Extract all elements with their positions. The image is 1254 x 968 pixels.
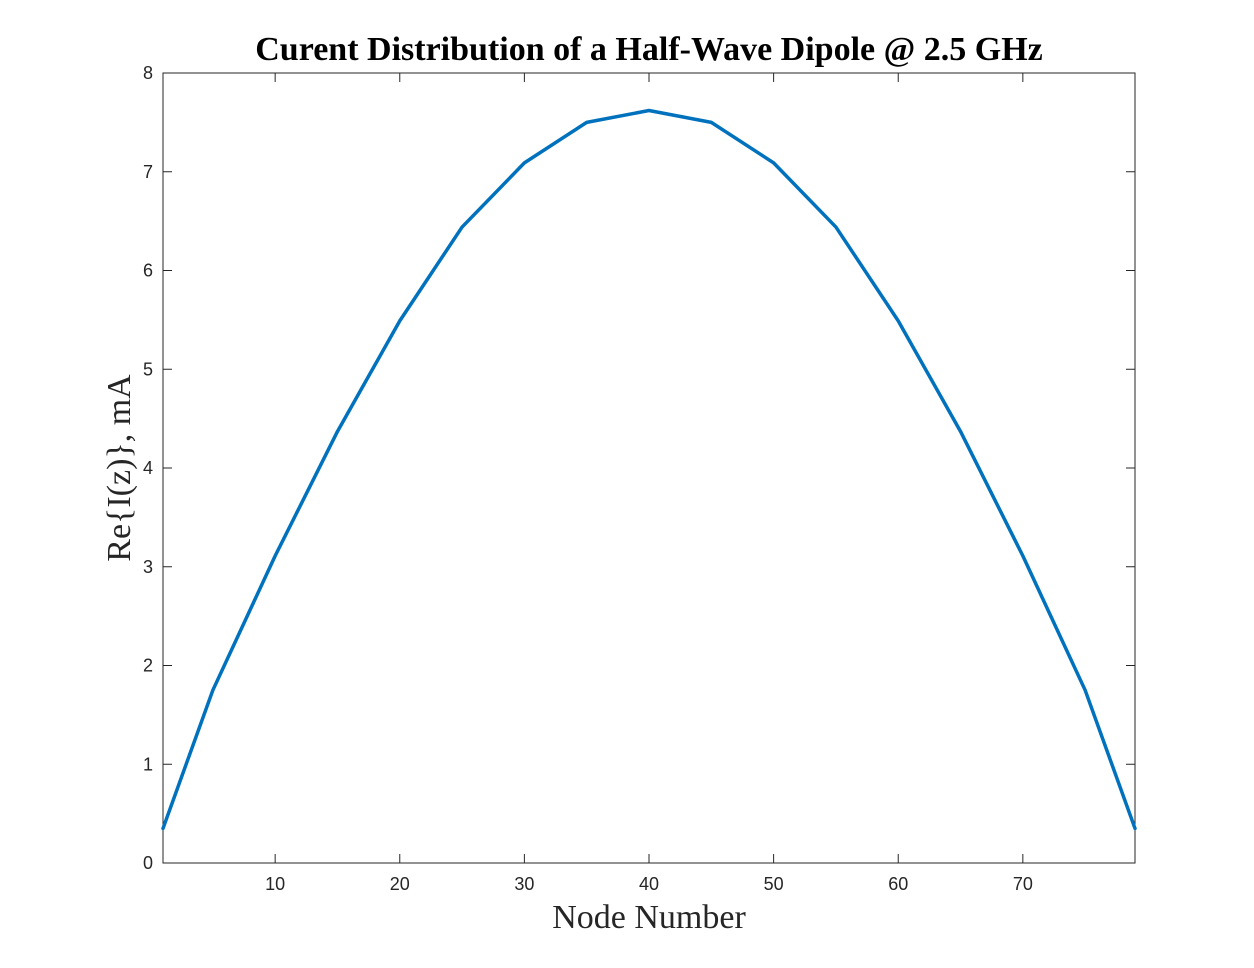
plot-area: [162, 72, 1136, 864]
axis-ticks: [163, 72, 1135, 864]
y-tick-label: 8: [143, 63, 153, 83]
x-tick-label: 70: [1013, 874, 1033, 894]
y-tick-label: 4: [143, 458, 153, 478]
x-tick-label: 20: [390, 874, 410, 894]
y-tick-label: 6: [143, 261, 153, 281]
x-tick-label: 40: [639, 874, 659, 894]
y-tick-label: 1: [143, 754, 153, 774]
series-line-current: [161, 108, 1137, 831]
y-tick-label: 3: [143, 557, 153, 577]
x-tick-label: 50: [764, 874, 784, 894]
x-axis-label: Node Number: [552, 899, 746, 936]
y-tick-label: 2: [143, 656, 153, 676]
x-tick-label: 60: [888, 874, 908, 894]
axis-tick-labels: 10 20 30 40 50 60 70 0 1 2 3 4 5 6 7 8: [143, 63, 1033, 894]
y-tick-label: 5: [143, 359, 153, 379]
y-tick-label: 0: [143, 853, 153, 873]
x-tick-label: 10: [265, 874, 285, 894]
y-tick-label: 7: [143, 162, 153, 182]
x-tick-label: 30: [514, 874, 534, 894]
y-axis-label: Re{I(z)}, mA: [101, 374, 138, 562]
chart-title: Curent Distribution of a Half-Wave Dipol…: [255, 31, 1042, 68]
